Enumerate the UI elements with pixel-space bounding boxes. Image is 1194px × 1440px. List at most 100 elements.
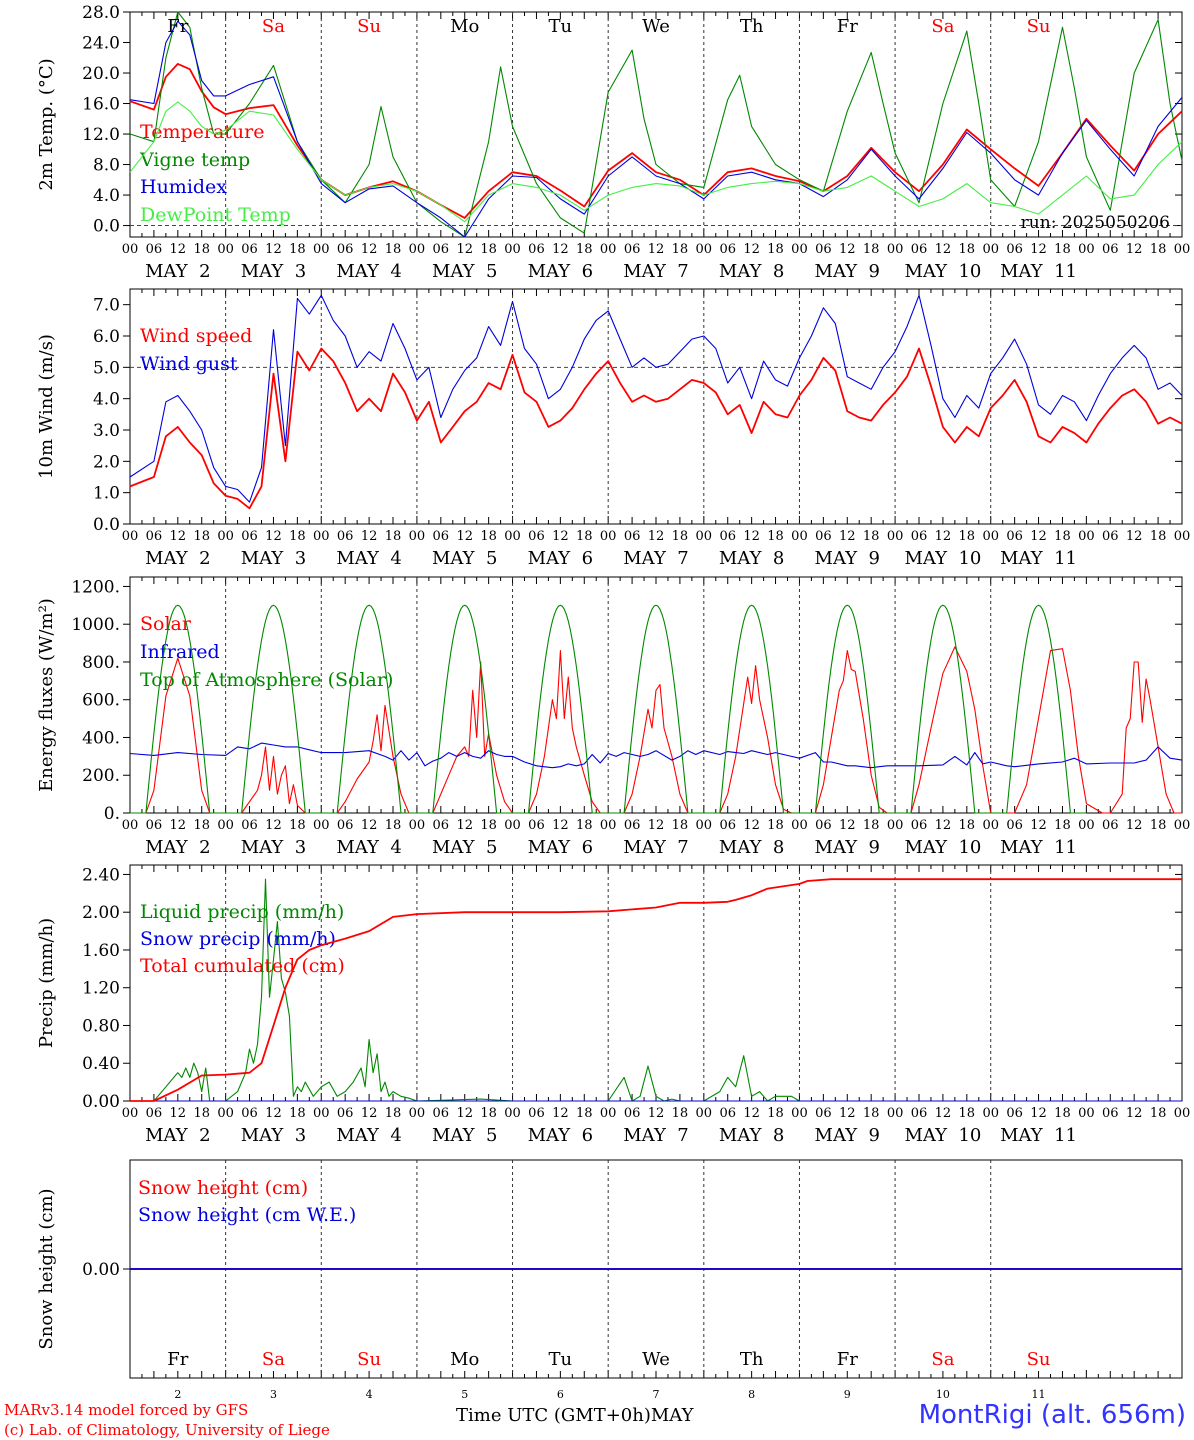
precip-hour-label: 12 (839, 1106, 856, 1121)
energy-date-label: MAY 5 (432, 837, 497, 858)
wind-ytick-label: 0.0 (93, 515, 120, 535)
snow-day-label: Fr (837, 1349, 858, 1370)
precip-hour-label: 00 (887, 1106, 904, 1121)
snow-day-number: 5 (461, 1388, 468, 1401)
wind-hour-label: 00 (504, 529, 521, 544)
precip-hour-label: 12 (456, 1106, 473, 1121)
precip-ytick-label: 1.20 (82, 979, 120, 999)
energy-hour-label: 06 (815, 818, 832, 833)
temperature-hour-label: 18 (1054, 242, 1071, 257)
precip-hour-label: 06 (146, 1106, 163, 1121)
energy-date-label: MAY 2 (145, 837, 210, 858)
wind-date-label: MAY 10 (904, 548, 981, 569)
energy-hour-label: 12 (935, 818, 952, 833)
temperature-hour-label: 00 (887, 242, 904, 257)
wind-hour-label: 06 (146, 529, 163, 544)
precip-hour-label: 12 (265, 1106, 282, 1121)
wind-ytick-label: 3.0 (93, 421, 120, 441)
temperature-date-label: MAY 6 (528, 261, 593, 282)
energy-hour-label: 06 (241, 818, 258, 833)
energy-hour-label: 12 (743, 818, 760, 833)
snow-day-number: 8 (748, 1388, 755, 1401)
temperature-hour-label: 00 (696, 242, 713, 257)
temperature-hour-label: 00 (217, 242, 234, 257)
energy-hour-label: 12 (456, 818, 473, 833)
energy-hour-label: 06 (911, 818, 928, 833)
precip-legend-item: Liquid precip (mm/h) (140, 901, 344, 923)
precip-hour-label: 00 (409, 1106, 426, 1121)
wind-hour-label: 12 (361, 529, 378, 544)
precip-hour-label: 06 (1006, 1106, 1023, 1121)
energy-hour-label: 18 (863, 818, 880, 833)
energy-hour-label: 00 (1174, 818, 1191, 833)
snow-legend-item: Snow height (cm W.E.) (138, 1204, 356, 1226)
energy-date-label: MAY 6 (528, 837, 593, 858)
model-credit: MARv3.14 model forced by GFS (4, 1401, 249, 1419)
temperature-date-label: MAY 7 (623, 261, 688, 282)
wind-hour-label: 18 (289, 529, 306, 544)
temperature-ytick-label: 20.0 (82, 64, 120, 84)
wind-hour-label: 18 (193, 529, 210, 544)
snow-day-number: 3 (270, 1388, 277, 1401)
temperature-series-dewpoint-temp (129, 101, 1183, 223)
snow-day-label: Sa (262, 1349, 285, 1370)
precip-hour-label: 18 (1150, 1106, 1167, 1121)
wind-hour-label: 00 (887, 529, 904, 544)
temperature-hour-label: 06 (146, 242, 163, 257)
temperature-date-label: MAY 10 (904, 261, 981, 282)
wind-date-label: MAY 2 (145, 548, 210, 569)
precip-hour-label: 12 (648, 1106, 665, 1121)
temperature-day-label: Su (1027, 16, 1051, 37)
energy-hour-label: 18 (1150, 818, 1167, 833)
precip-hour-label: 06 (719, 1106, 736, 1121)
temperature-hour-label: 00 (504, 242, 521, 257)
temperature-hour-label: 00 (313, 242, 330, 257)
precip-hour-label: 18 (767, 1106, 784, 1121)
precip-date-label: MAY 11 (1000, 1125, 1077, 1146)
temperature-hour-label: 18 (193, 242, 210, 257)
energy-hour-label: 18 (672, 818, 689, 833)
wind-hour-label: 18 (863, 529, 880, 544)
temperature-series-temperature (129, 63, 1183, 219)
precip-hour-label: 12 (1030, 1106, 1047, 1121)
precip-hour-label: 18 (863, 1106, 880, 1121)
precip-hour-label: 00 (696, 1106, 713, 1121)
temperature-day-label: We (642, 16, 670, 37)
temperature-hour-label: 06 (1006, 242, 1023, 257)
energy-hour-label: 12 (1126, 818, 1143, 833)
energy-hour-label: 06 (146, 818, 163, 833)
temperature-ytick-label: 8.0 (93, 156, 120, 176)
precip-date-label: MAY 7 (623, 1125, 688, 1146)
wind-ylabel: 10m Wind (m/s) (36, 334, 57, 479)
energy-date-label: MAY 3 (241, 837, 306, 858)
energy-hour-label: 12 (648, 818, 665, 833)
energy-hour-label: 18 (576, 818, 593, 833)
precip-hour-label: 18 (385, 1106, 402, 1121)
temperature-hour-label: 12 (456, 242, 473, 257)
precip-hour-label: 06 (528, 1106, 545, 1121)
wind-hour-label: 06 (337, 529, 354, 544)
energy-ytick-label: 600. (82, 691, 120, 711)
precip-hour-label: 00 (600, 1106, 617, 1121)
wind-hour-label: 06 (911, 529, 928, 544)
precip-date-label: MAY 9 (815, 1125, 880, 1146)
wind-ytick-label: 7.0 (93, 296, 120, 316)
wind-hour-label: 00 (696, 529, 713, 544)
wind-date-label: MAY 11 (1000, 548, 1077, 569)
energy-hour-label: 06 (1102, 818, 1119, 833)
wind-hour-label: 12 (648, 529, 665, 544)
temperature-hour-label: 18 (289, 242, 306, 257)
wind-frame (129, 288, 1183, 525)
temperature-hour-label: 00 (409, 242, 426, 257)
energy-hour-label: 00 (791, 818, 808, 833)
precip-hour-label: 00 (982, 1106, 999, 1121)
precip-hour-label: 12 (361, 1106, 378, 1121)
temperature-hour-label: 06 (911, 242, 928, 257)
temperature-hour-label: 12 (839, 242, 856, 257)
wind-ytick-label: 2.0 (93, 452, 120, 472)
precip-series-total-cumulated-cm (130, 878, 1182, 1102)
energy-series-infrared (129, 742, 1183, 769)
temperature-date-label: MAY 2 (145, 261, 210, 282)
precip-date-label: MAY 10 (904, 1125, 981, 1146)
precip-hour-label: 12 (1126, 1106, 1143, 1121)
